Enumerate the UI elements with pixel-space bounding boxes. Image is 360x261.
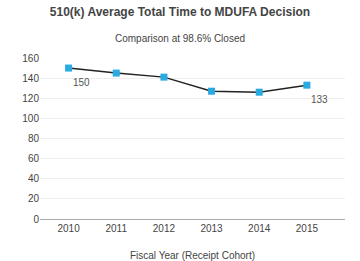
svg-text:80: 80 [28, 133, 40, 144]
svg-text:510(k) Average Total Time to M: 510(k) Average Total Time to MDUFA Decis… [50, 5, 310, 19]
svg-text:2012: 2012 [153, 223, 176, 234]
svg-text:60: 60 [28, 153, 40, 164]
svg-text:2010: 2010 [57, 223, 80, 234]
svg-text:2013: 2013 [200, 223, 223, 234]
svg-text:2014: 2014 [248, 223, 271, 234]
svg-text:2011: 2011 [105, 223, 127, 234]
svg-text:140: 140 [22, 73, 39, 84]
svg-text:150: 150 [73, 77, 90, 88]
svg-text:160: 160 [22, 53, 39, 64]
svg-text:Comparison at 98.6% Closed: Comparison at 98.6% Closed [115, 33, 245, 44]
svg-text:0: 0 [33, 214, 39, 225]
svg-text:2015: 2015 [296, 223, 319, 234]
svg-text:20: 20 [28, 193, 40, 204]
svg-text:Fiscal Year (Receipt Cohort): Fiscal Year (Receipt Cohort) [130, 250, 255, 261]
svg-text:120: 120 [22, 93, 39, 104]
svg-text:100: 100 [22, 113, 39, 124]
svg-text:133: 133 [311, 94, 328, 105]
svg-text:40: 40 [28, 173, 40, 184]
